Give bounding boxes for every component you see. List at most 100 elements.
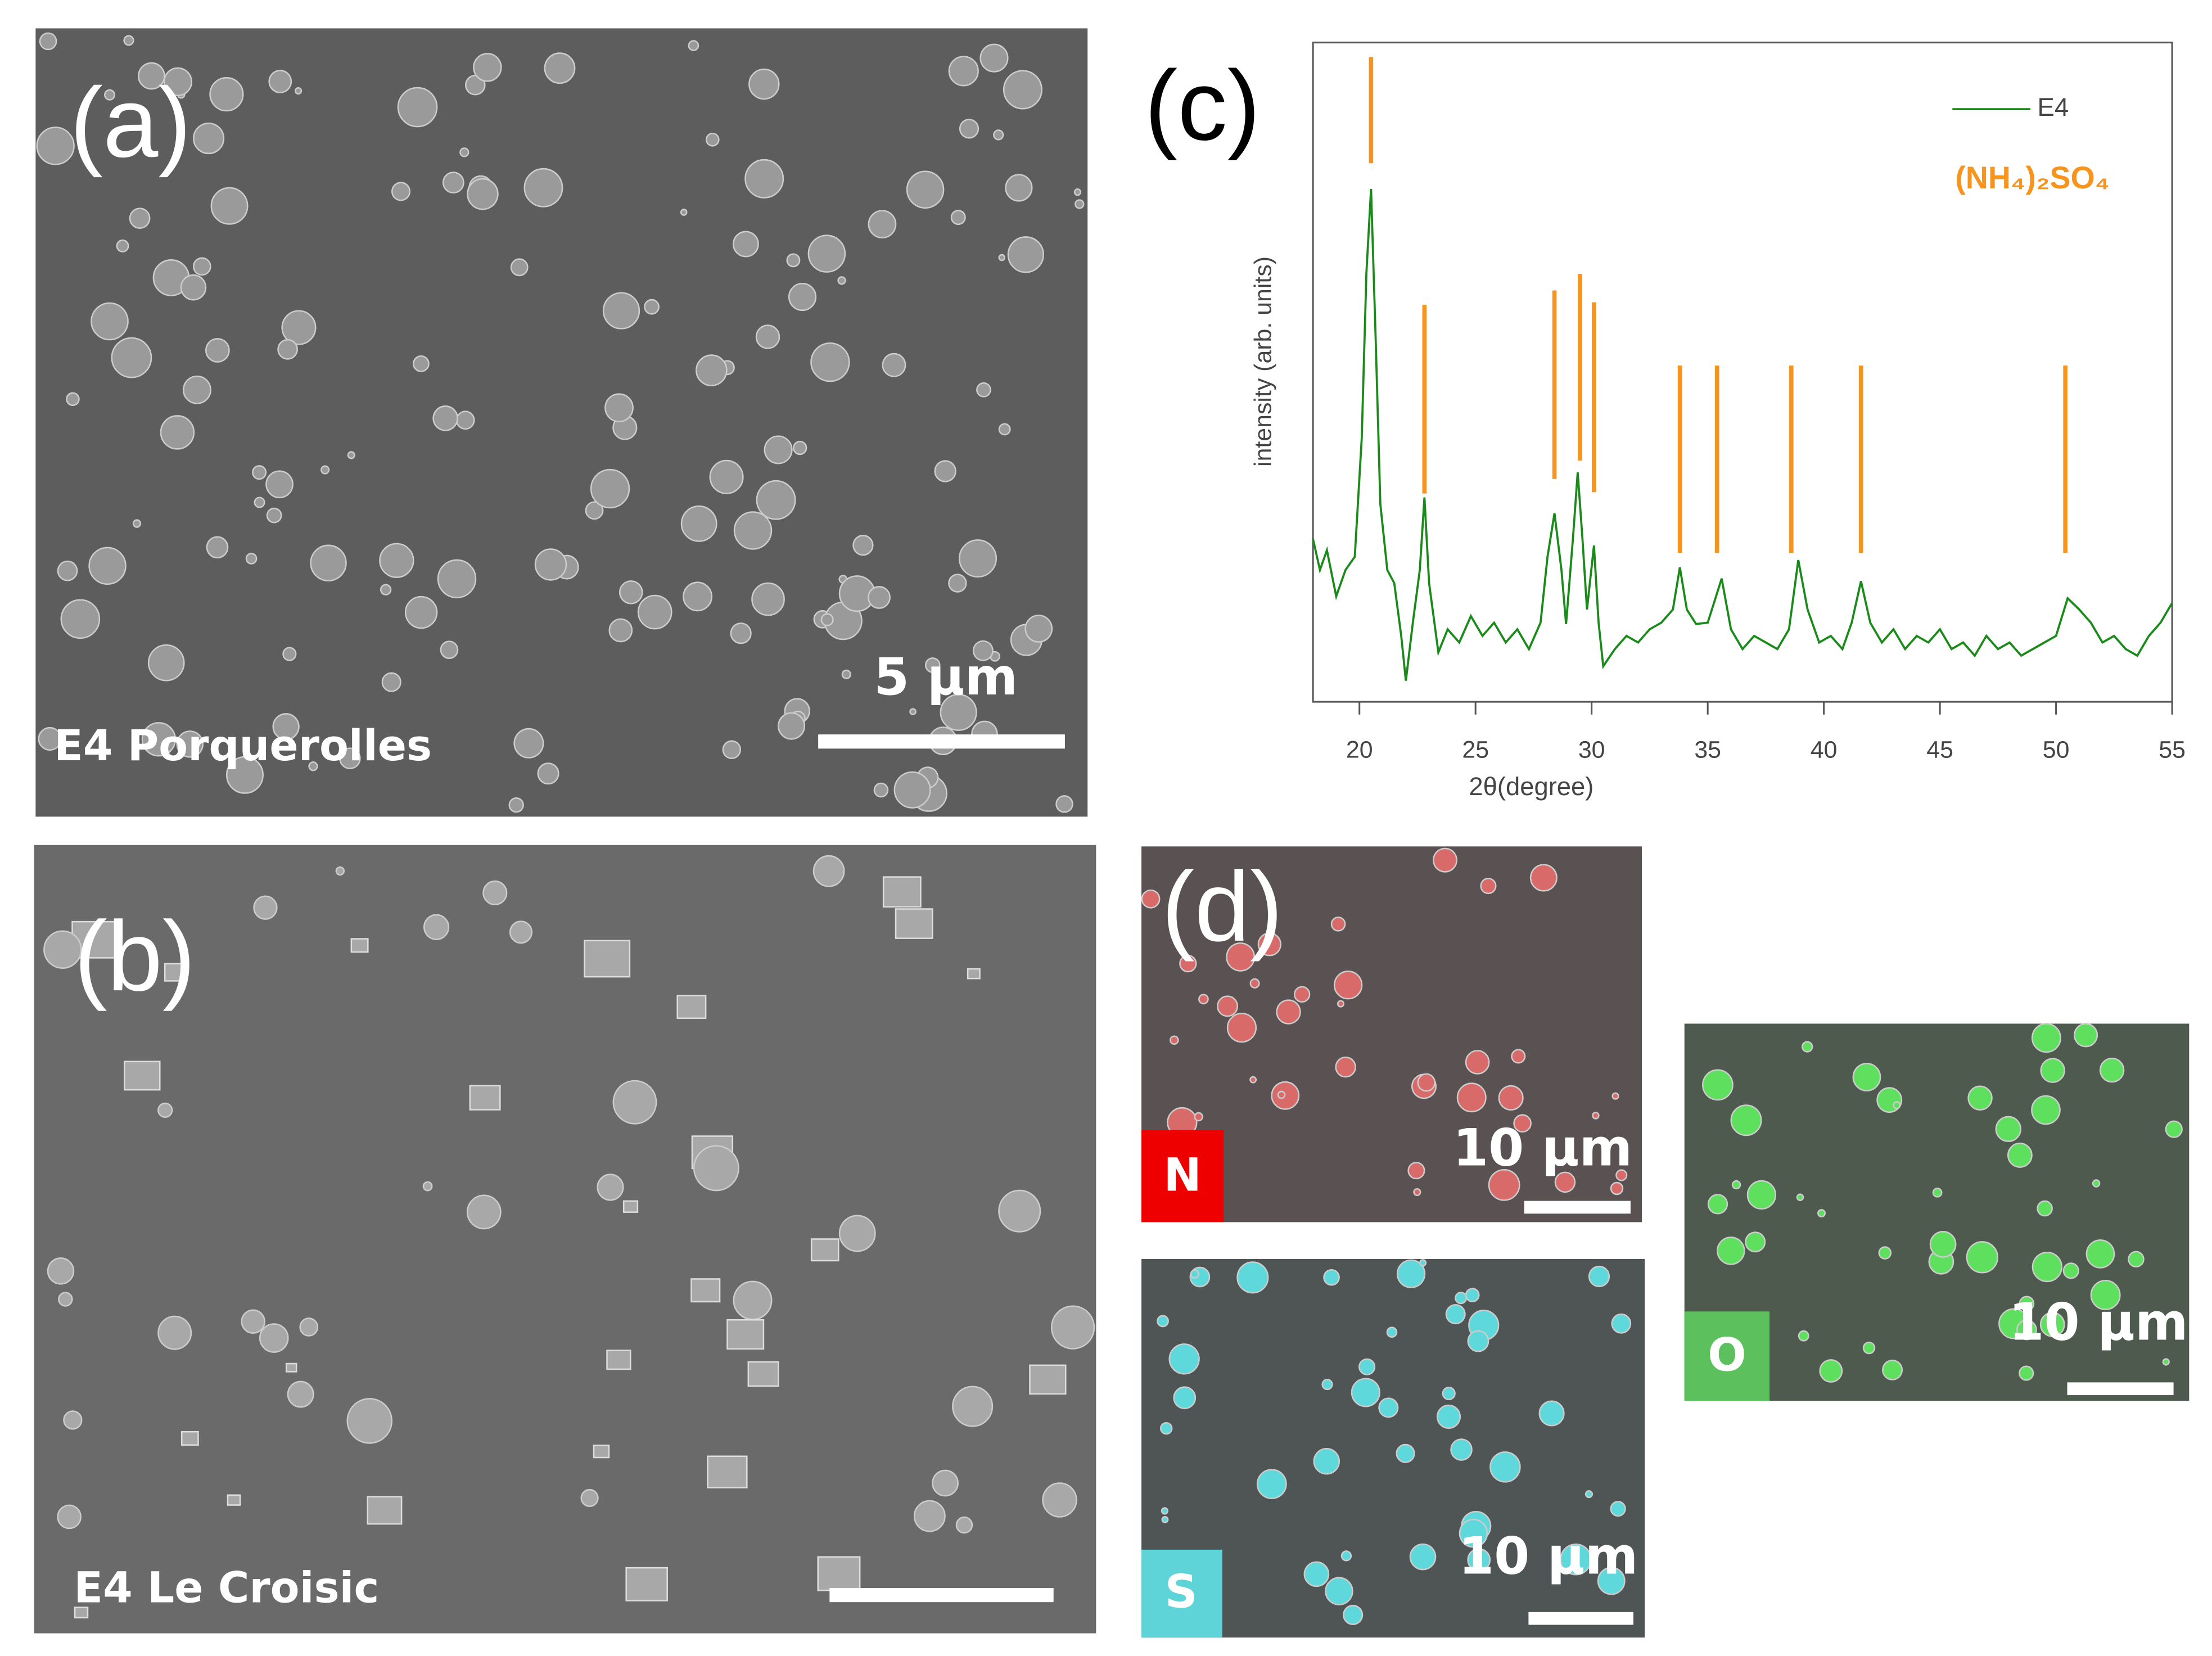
particle (1170, 1035, 1179, 1045)
particle (580, 1488, 599, 1508)
particle (1852, 1063, 1881, 1091)
particle (2039, 1312, 2065, 1337)
particle (111, 337, 152, 378)
particle (57, 560, 78, 581)
particle (464, 74, 486, 96)
particle (940, 693, 977, 731)
particle (1141, 889, 1161, 909)
particle (810, 342, 850, 382)
panel-label: (c) (1145, 50, 1261, 161)
particle (2090, 1280, 2121, 1311)
particle (1325, 1577, 1353, 1605)
particle (1003, 70, 1042, 110)
particle (952, 1386, 994, 1427)
particle (967, 968, 981, 980)
particle (593, 1445, 610, 1459)
particle (608, 618, 633, 643)
particle (422, 1181, 433, 1192)
particle (381, 672, 401, 692)
element-box (1684, 1311, 1770, 1401)
particle (1386, 1326, 1398, 1338)
particle (116, 239, 129, 252)
particle (1157, 1315, 1169, 1328)
particle (1745, 1231, 1766, 1253)
particle (584, 940, 631, 978)
particle (1407, 1162, 1425, 1180)
particle (1611, 1313, 1632, 1334)
particle (1236, 1261, 1269, 1294)
particle (442, 172, 464, 194)
particle (1611, 1092, 1619, 1100)
particle (180, 1431, 199, 1446)
particle (124, 1061, 161, 1091)
particle (209, 77, 244, 112)
particle (644, 299, 660, 315)
particle (265, 470, 294, 499)
particle (63, 1410, 83, 1430)
particle (129, 207, 151, 229)
particle (1337, 1000, 1345, 1008)
particle (1511, 1049, 1526, 1064)
particle (932, 1469, 959, 1497)
particle (604, 393, 634, 423)
particle (993, 129, 1004, 141)
particle (466, 1194, 502, 1230)
particle (1073, 188, 1082, 196)
particle (606, 1350, 631, 1370)
particle (622, 1200, 639, 1213)
particle (1538, 1400, 1565, 1427)
particle (266, 507, 282, 524)
particle (60, 599, 101, 639)
particle (57, 1504, 82, 1529)
particle (192, 123, 225, 155)
xrd-chart: 2θ(degree) intensity (arb. units) 20 25 30… (1250, 42, 2186, 801)
particle (285, 1362, 297, 1373)
particle (950, 210, 966, 225)
particle (1293, 986, 1311, 1003)
particle (1161, 1516, 1169, 1523)
particle (1042, 1482, 1077, 1518)
particle (379, 543, 414, 578)
particle (619, 580, 643, 604)
particle (751, 582, 785, 616)
particle (1436, 1404, 1461, 1429)
particle (467, 178, 499, 210)
particle (998, 1189, 1041, 1233)
particle (755, 324, 780, 349)
particle (157, 1315, 192, 1350)
particle (1489, 1451, 1521, 1483)
particle (1190, 1269, 1199, 1279)
element-box (1141, 1549, 1222, 1638)
legend-label: (NH₄)₂SO₄ (1955, 160, 2110, 195)
particle (132, 519, 142, 528)
particle (868, 210, 897, 239)
particle (2085, 1239, 2115, 1269)
particle (43, 930, 82, 969)
particle (404, 595, 438, 629)
particle (972, 640, 994, 661)
particle (206, 536, 229, 559)
particle (1277, 1090, 1286, 1099)
particle (459, 147, 470, 157)
particle (1450, 1438, 1473, 1461)
particle (1702, 1069, 1734, 1101)
particle (1321, 1379, 1333, 1391)
particle (47, 1257, 75, 1285)
particle (730, 622, 752, 644)
particle (1160, 1422, 1173, 1435)
particle (58, 1292, 73, 1307)
particle (786, 253, 801, 268)
particle (180, 274, 207, 301)
particle (225, 756, 264, 794)
particle (1717, 1237, 1745, 1265)
particle (680, 209, 688, 216)
particle (906, 170, 945, 209)
particle (1798, 1330, 1809, 1342)
particle (253, 895, 278, 920)
particle (1882, 1359, 1903, 1380)
particle (934, 460, 956, 482)
particle (277, 339, 298, 360)
particle (959, 539, 997, 578)
